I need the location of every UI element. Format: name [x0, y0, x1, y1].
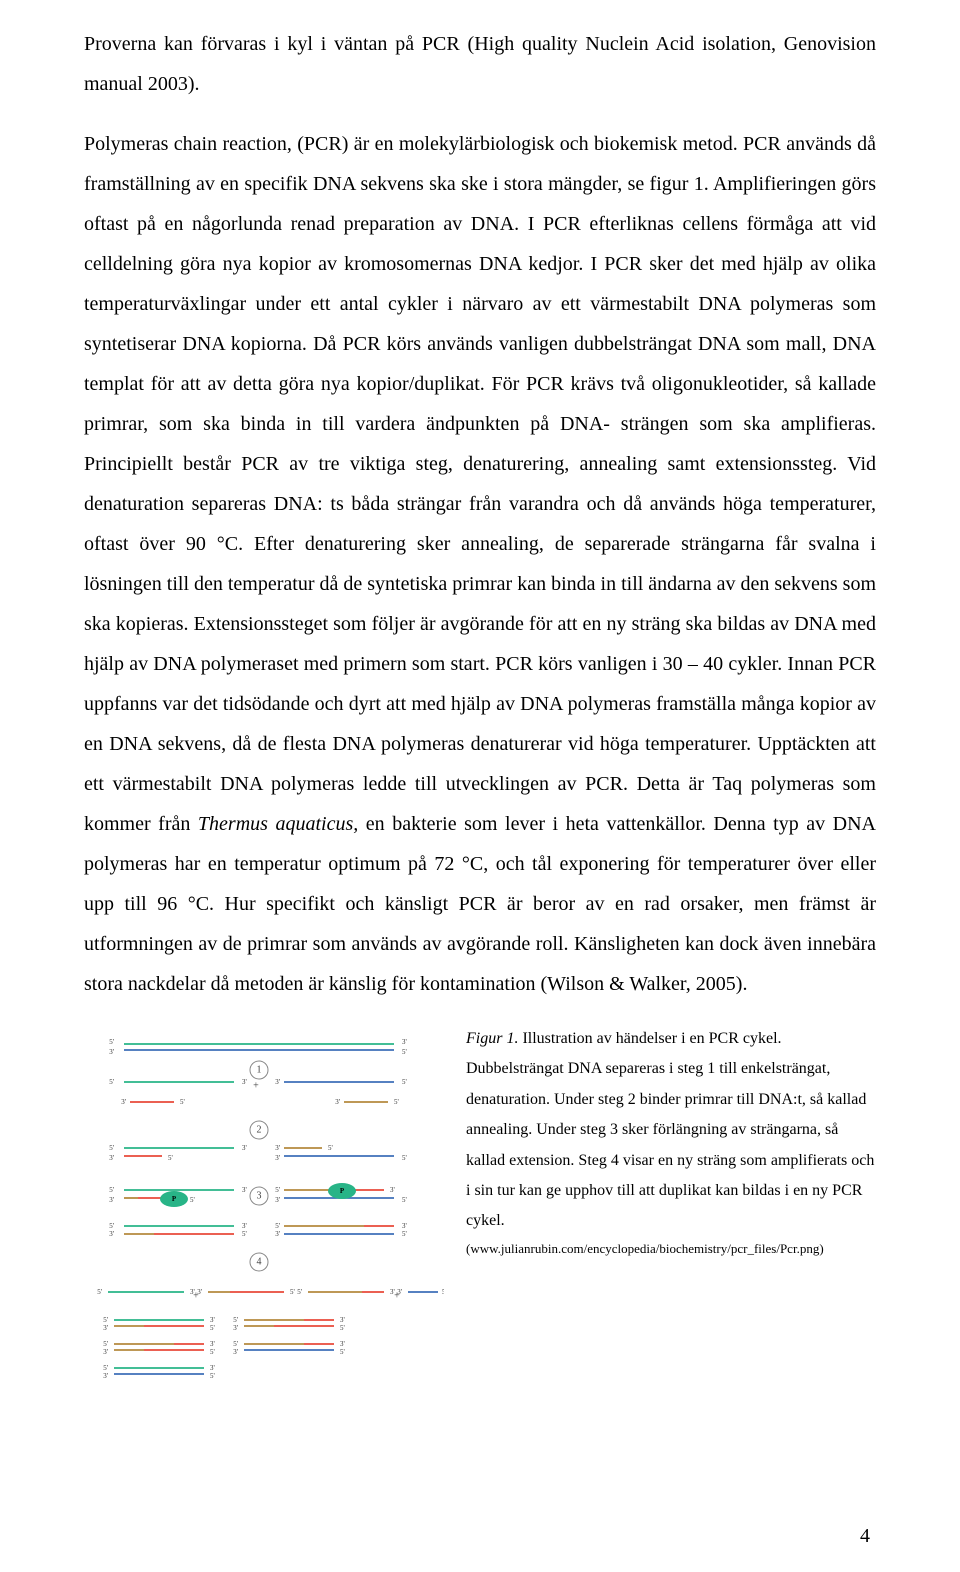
svg-text:5': 5'	[402, 1048, 407, 1056]
svg-text:5': 5'	[242, 1230, 247, 1238]
svg-text:3': 3'	[242, 1186, 247, 1194]
svg-text:5': 5'	[180, 1098, 185, 1106]
svg-text:5': 5'	[275, 1186, 280, 1194]
svg-text:3': 3'	[103, 1348, 108, 1356]
svg-text:5': 5'	[275, 1222, 280, 1230]
page-number: 4	[860, 1525, 870, 1548]
svg-text:+: +	[394, 1291, 400, 1302]
svg-text:3': 3'	[402, 1222, 407, 1230]
svg-text:5': 5'	[394, 1098, 399, 1106]
svg-text:3': 3'	[109, 1048, 114, 1056]
svg-text:3': 3'	[210, 1340, 215, 1348]
svg-text:3': 3'	[402, 1038, 407, 1046]
svg-text:2: 2	[257, 1125, 262, 1136]
svg-text:5': 5'	[103, 1364, 108, 1372]
svg-text:5': 5'	[109, 1144, 114, 1152]
svg-text:3': 3'	[109, 1230, 114, 1238]
svg-text:3': 3'	[275, 1230, 280, 1238]
caption-url: (www.julianrubin.com/encyclopedia/bioche…	[466, 1237, 876, 1262]
svg-text:5': 5'	[290, 1288, 295, 1296]
svg-text:5': 5'	[233, 1340, 238, 1348]
svg-text:5': 5'	[109, 1186, 114, 1194]
svg-text:1: 1	[257, 1065, 262, 1076]
svg-text:3': 3'	[103, 1372, 108, 1380]
svg-text:3': 3'	[340, 1316, 345, 1324]
svg-text:3': 3'	[103, 1324, 108, 1332]
annealed-right: 3' 5' 3' 5'	[275, 1144, 407, 1162]
step1-separated: 5' 3' 3' 5' +	[109, 1078, 407, 1092]
extension-right: 5' 3' 3' 5' P	[275, 1183, 407, 1204]
svg-text:3': 3'	[242, 1222, 247, 1230]
svg-text:5': 5'	[103, 1340, 108, 1348]
svg-text:3': 3'	[275, 1154, 280, 1162]
svg-text:3': 3'	[275, 1078, 280, 1086]
svg-text:3': 3'	[210, 1364, 215, 1372]
svg-text:5': 5'	[402, 1078, 407, 1086]
svg-text:+: +	[193, 1291, 199, 1302]
caption-body: Illustration av händelser i en PCR cykel…	[466, 1030, 874, 1229]
svg-text:5': 5'	[210, 1348, 215, 1356]
svg-text:3': 3'	[109, 1196, 114, 1204]
svg-text:5': 5'	[210, 1372, 215, 1380]
svg-text:5': 5'	[340, 1348, 345, 1356]
paragraph-2: Polymeras chain reaction, (PCR) är en mo…	[84, 124, 876, 1004]
svg-text:5': 5'	[442, 1288, 444, 1296]
cycle2-templates: 5' 3' 3' 5' + 5' 3' 3' 5' +	[97, 1288, 444, 1302]
figure-caption: Figur 1. Illustration av händelser i en …	[466, 1024, 876, 1409]
body-text: Proverna kan förvaras i kyl i väntan på …	[84, 24, 876, 1004]
svg-text:3': 3'	[210, 1316, 215, 1324]
primers-free: 3' 5' 3' 5'	[121, 1098, 399, 1106]
svg-text:3': 3'	[335, 1098, 340, 1106]
svg-text:5': 5'	[340, 1324, 345, 1332]
svg-text:5': 5'	[109, 1078, 114, 1086]
annealed-left: 5' 3' 3' 5'	[109, 1144, 247, 1162]
svg-text:4: 4	[257, 1257, 262, 1268]
svg-text:5': 5'	[402, 1196, 407, 1204]
products: 5' 3' 3' 5' 5' 3' 3' 5'	[109, 1222, 407, 1238]
svg-text:5': 5'	[233, 1316, 238, 1324]
step1-dsdna: 5' 3' 3' 5'	[109, 1038, 407, 1056]
svg-text:P: P	[172, 1195, 177, 1203]
svg-text:3': 3'	[233, 1348, 238, 1356]
svg-text:+: +	[253, 1081, 259, 1092]
svg-text:3': 3'	[390, 1186, 395, 1194]
svg-text:3': 3'	[340, 1340, 345, 1348]
svg-text:5': 5'	[402, 1154, 407, 1162]
svg-text:P: P	[340, 1187, 345, 1195]
svg-text:3: 3	[257, 1191, 262, 1202]
paragraph-1: Proverna kan förvaras i kyl i väntan på …	[84, 24, 876, 104]
svg-text:5': 5'	[402, 1230, 407, 1238]
svg-text:5': 5'	[109, 1222, 114, 1230]
svg-text:5': 5'	[328, 1144, 333, 1152]
paragraph-2a: Polymeras chain reaction, (PCR) är en mo…	[84, 133, 876, 835]
extension-left: 5' 3' 3' 5' P	[109, 1186, 247, 1207]
svg-text:5': 5'	[168, 1154, 173, 1162]
pcr-diagram-svg: 5' 3' 3' 5' 1 5' 3' 3' 5' +	[84, 1024, 444, 1404]
final-products: 5' 3' 3' 5' 5' 3' 3' 5'	[103, 1316, 345, 1380]
svg-text:3': 3'	[121, 1098, 126, 1106]
svg-text:3': 3'	[242, 1144, 247, 1152]
pcr-figure: 5' 3' 3' 5' 1 5' 3' 3' 5' +	[84, 1024, 466, 1409]
svg-text:3': 3'	[275, 1196, 280, 1204]
svg-text:5': 5'	[297, 1288, 302, 1296]
svg-text:5': 5'	[103, 1316, 108, 1324]
svg-text:3': 3'	[109, 1154, 114, 1162]
svg-text:3': 3'	[233, 1324, 238, 1332]
paragraph-2-italic: Thermus aquaticus,	[198, 813, 358, 835]
paragraph-2b: en bakterie som lever i heta vattenkällo…	[84, 813, 876, 995]
svg-text:5': 5'	[210, 1324, 215, 1332]
svg-text:5': 5'	[109, 1038, 114, 1046]
svg-text:3': 3'	[242, 1078, 247, 1086]
svg-text:3': 3'	[275, 1144, 280, 1152]
caption-title: Figur 1.	[466, 1030, 518, 1047]
svg-text:5': 5'	[97, 1288, 102, 1296]
svg-text:5': 5'	[190, 1196, 195, 1204]
